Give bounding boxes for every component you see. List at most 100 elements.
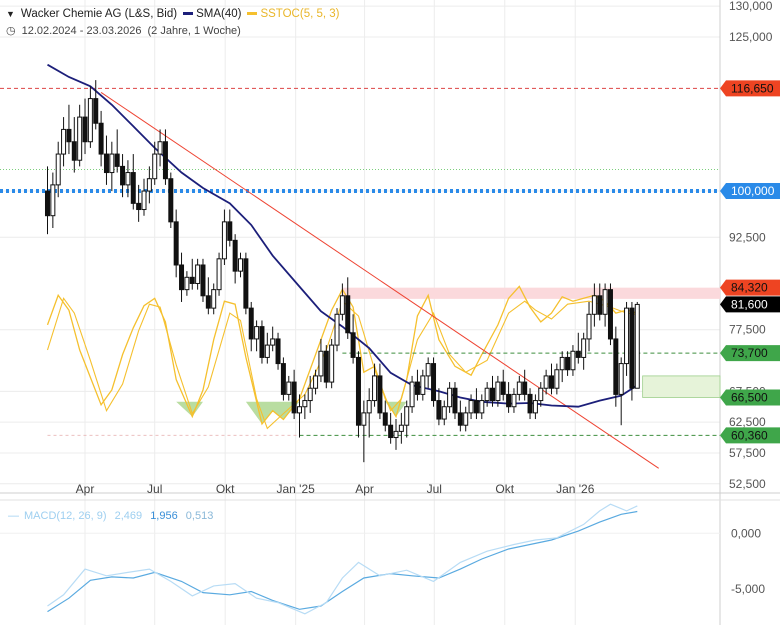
- candle-body: [184, 276, 190, 291]
- candle-body: [307, 387, 313, 402]
- candle-body: [388, 424, 394, 439]
- macd-line: [47, 510, 638, 613]
- candle: [243, 252, 249, 315]
- candle-body: [463, 412, 469, 426]
- candle: [473, 388, 479, 420]
- candle-body: [490, 387, 496, 402]
- candle-body: [50, 184, 56, 217]
- candle: [350, 314, 356, 364]
- candle-body: [152, 153, 158, 180]
- candle-body: [125, 172, 131, 186]
- candle: [211, 283, 217, 315]
- candle: [50, 172, 56, 229]
- y-tick-label: 52,500: [729, 477, 766, 491]
- candle-body: [538, 387, 544, 402]
- y-tick-label: 57,500: [729, 446, 766, 460]
- candle-body: [575, 350, 581, 358]
- candle: [516, 375, 522, 401]
- candle: [221, 209, 227, 265]
- candle: [565, 351, 571, 376]
- candle-body: [548, 375, 554, 389]
- candle: [339, 283, 345, 321]
- candle-body: [414, 381, 420, 395]
- candle: [264, 332, 270, 364]
- candle: [522, 369, 528, 401]
- price-tag-label: 116,650: [731, 81, 774, 95]
- x-tick-label: Okt: [495, 482, 514, 496]
- candle: [452, 382, 458, 420]
- candle-body: [404, 406, 410, 426]
- candle: [361, 400, 367, 463]
- candle: [618, 357, 624, 426]
- x-tick-label: Jul: [427, 482, 442, 496]
- x-tick-label: Jan '26: [556, 482, 595, 496]
- candle-body: [473, 400, 479, 414]
- candle: [146, 166, 152, 204]
- candle-body: [339, 295, 345, 315]
- candle-body: [431, 363, 437, 402]
- candle-body: [216, 258, 222, 291]
- candle-body: [173, 221, 179, 266]
- candle-body: [243, 258, 249, 309]
- candle: [114, 129, 120, 173]
- candle-body: [345, 295, 351, 334]
- candle: [296, 394, 302, 438]
- candle-body: [259, 326, 265, 358]
- candle: [404, 400, 410, 438]
- candle-body: [500, 381, 506, 395]
- candle-body: [355, 356, 361, 426]
- price-tag-label: 84,320: [731, 281, 768, 295]
- candle-body: [61, 128, 67, 155]
- candle: [318, 338, 324, 383]
- candle: [597, 283, 603, 321]
- sma40-line: [47, 63, 638, 408]
- candle-body: [511, 393, 517, 408]
- candle: [313, 369, 319, 395]
- candle: [436, 388, 442, 426]
- candle-body: [82, 116, 88, 143]
- chart-legend: ▼ Wacker Chemie AG (L&S, Bid) SMA(40) SS…: [6, 5, 340, 39]
- candle-body: [211, 289, 217, 309]
- candle: [93, 80, 99, 130]
- candle-body: [559, 356, 565, 371]
- candle-body: [227, 221, 233, 241]
- date-range: 12.02.2024 - 23.03.2026: [21, 24, 142, 37]
- candle: [490, 375, 496, 407]
- price-tag-blue: [720, 183, 780, 200]
- collapse-icon[interactable]: ▼: [6, 8, 15, 19]
- candle: [441, 400, 447, 426]
- macd-y-tick-label: 0,000: [731, 526, 761, 540]
- candle-body: [221, 221, 227, 260]
- x-tick-label: Jan '25: [276, 482, 315, 496]
- candle-body: [527, 393, 533, 414]
- candle: [500, 369, 506, 401]
- candle-body: [398, 424, 404, 432]
- candle-body: [393, 430, 399, 439]
- candle: [388, 412, 394, 444]
- x-tick-label: Jul: [147, 482, 162, 496]
- candle: [286, 375, 292, 401]
- candle: [109, 141, 115, 192]
- candle-body: [71, 141, 77, 161]
- candle: [173, 209, 179, 278]
- x-tick-label: Okt: [216, 482, 235, 496]
- candle: [447, 382, 453, 413]
- candle: [275, 332, 281, 370]
- candle-body: [120, 165, 126, 186]
- candle: [302, 394, 308, 420]
- candle-body: [189, 276, 195, 284]
- candle-body: [146, 178, 152, 192]
- duration: (2 Jahre, 1 Woche): [147, 24, 241, 37]
- candle-body: [586, 313, 592, 340]
- candle: [184, 271, 190, 296]
- sma-label: SMA(40): [196, 7, 242, 20]
- candle: [291, 369, 297, 420]
- candle: [270, 326, 276, 352]
- candle-body: [302, 400, 308, 408]
- candle: [607, 283, 613, 346]
- candle-body: [495, 381, 501, 402]
- candle-body: [361, 412, 367, 426]
- oversold-area-3: [385, 401, 407, 417]
- oversold-area-2: [245, 401, 300, 424]
